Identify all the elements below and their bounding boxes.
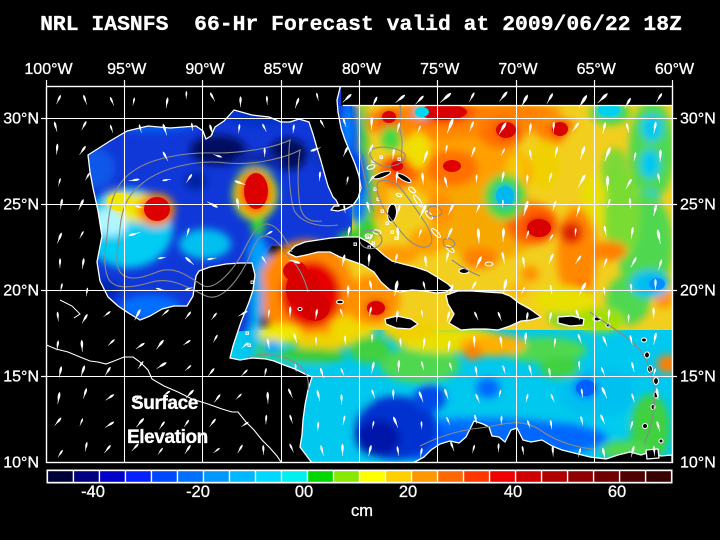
svg-text:15°N: 15°N	[680, 369, 716, 386]
svg-text:75°W: 75°W	[420, 61, 460, 78]
svg-text:30°N: 30°N	[3, 111, 39, 128]
svg-text:100°W: 100°W	[24, 61, 73, 78]
svg-text:NRL IASNFS 66-Hr Forecast val: NRL IASNFS 66-Hr Forecast valid at 2009/…	[40, 13, 682, 37]
svg-text:80°W: 80°W	[342, 61, 382, 78]
svg-text:-20: -20	[186, 483, 210, 501]
svg-text:25°N: 25°N	[680, 197, 716, 214]
svg-text:60°W: 60°W	[655, 61, 695, 78]
svg-text:40: 40	[504, 483, 522, 501]
svg-text:-40: -40	[81, 483, 105, 501]
svg-text:30°N: 30°N	[680, 111, 716, 128]
svg-text:00: 00	[295, 483, 313, 501]
svg-text:60: 60	[608, 483, 626, 501]
svg-text:20°N: 20°N	[680, 283, 716, 300]
svg-text:70°W: 70°W	[498, 61, 538, 78]
svg-text:95°W: 95°W	[107, 61, 147, 78]
svg-text:Elevation: Elevation	[127, 427, 208, 448]
svg-text:10°N: 10°N	[3, 455, 39, 472]
svg-text:20°N: 20°N	[3, 283, 39, 300]
svg-text:20: 20	[399, 483, 417, 501]
svg-text:cm: cm	[351, 502, 373, 520]
svg-text:Surface: Surface	[131, 393, 198, 414]
svg-text:10°N: 10°N	[680, 455, 716, 472]
svg-text:15°N: 15°N	[3, 369, 39, 386]
svg-text:25°N: 25°N	[3, 197, 39, 214]
svg-text:90°W: 90°W	[185, 61, 225, 78]
svg-text:85°W: 85°W	[264, 61, 304, 78]
svg-text:65°W: 65°W	[577, 61, 617, 78]
